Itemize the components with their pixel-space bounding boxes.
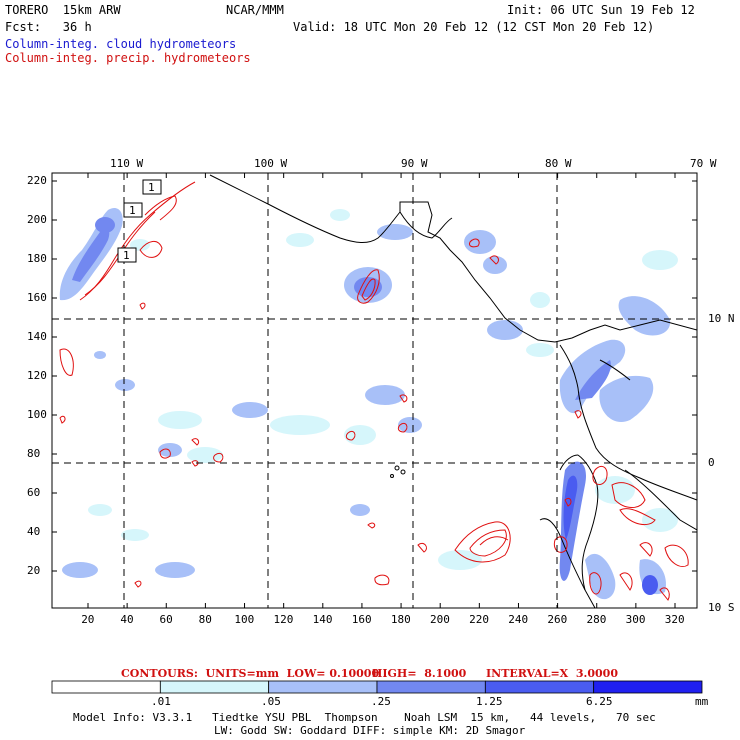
y-tick-label: 180 <box>27 252 47 265</box>
x-tick-label: 280 <box>586 613 607 626</box>
colorbar-label: 6.25 <box>586 695 613 708</box>
lat-label: 10 N <box>708 312 735 325</box>
colorbar-bin <box>268 680 378 694</box>
forecast-hour: Fcst: 36 h <box>5 20 92 34</box>
colorbar-bin <box>593 680 703 694</box>
colorbar-label: .01 <box>151 695 171 708</box>
y-tick-label: 60 <box>27 486 41 499</box>
grid-lines <box>52 173 697 608</box>
x-tick-label: 180 <box>390 613 411 626</box>
lon-label: 100 W <box>254 157 288 170</box>
contour-label: 1 <box>148 181 155 194</box>
y-tick-label: 160 <box>27 291 47 304</box>
contour-label: 1 <box>129 204 136 217</box>
colorbar-label: 1.25 <box>476 695 503 708</box>
colorbar-bin <box>159 680 270 694</box>
lon-label: 70 W <box>690 157 717 170</box>
x-tick-label: 260 <box>547 613 568 626</box>
x-tick-label: 120 <box>273 613 294 626</box>
colorbar-bin <box>51 680 161 694</box>
lon-label: 110 W <box>110 157 144 170</box>
contour-label: 1 <box>123 249 130 262</box>
x-tick-label: 200 <box>430 613 450 626</box>
colorbar-label: .25 <box>371 695 391 708</box>
x-tick-label: 40 <box>120 613 134 626</box>
y-tick-label: 80 <box>27 447 41 460</box>
contours-interval: INTERVAL=X 3.0000 <box>486 667 618 680</box>
org-label: NCAR/MMM <box>226 3 284 17</box>
coastlines <box>209 174 697 608</box>
x-tick-label: 240 <box>508 613 529 626</box>
contour-label-boxes <box>117 179 162 263</box>
x-tick-label: 300 <box>625 613 646 626</box>
init-time: Init: 06 UTC Sun 19 Feb 12 <box>507 3 695 17</box>
x-tick-label: 20 <box>81 613 95 626</box>
model-info: Model Info: V3.3.1 Tiedtke YSU PBL Thomp… <box>73 711 656 724</box>
colorbar-bin <box>376 680 486 694</box>
precip-contours <box>59 181 689 601</box>
y-tick-label: 140 <box>27 330 47 343</box>
y-tick-label: 120 <box>27 369 47 382</box>
lon-label: 80 W <box>545 157 572 170</box>
x-tick-label: 320 <box>664 613 685 626</box>
y-tick-label: 200 <box>27 213 47 226</box>
model-title: TORERO 15km ARW <box>5 3 121 17</box>
tick-marks <box>52 173 697 608</box>
y-tick-label: 220 <box>27 174 47 187</box>
map-frame <box>51 172 698 609</box>
y-tick-label: 40 <box>27 525 41 538</box>
y-tick-label: 20 <box>27 564 41 577</box>
contours-units: CONTOURS: UNITS=mm LOW= 0.10000 <box>121 667 380 680</box>
x-tick-label: 100 <box>234 613 255 626</box>
colorbar-bin <box>484 680 595 694</box>
colorbar-units: mm <box>695 695 709 708</box>
valid-time: Valid: 18 UTC Mon 20 Feb 12 (12 CST Mon … <box>293 20 655 34</box>
lat-label: 0 <box>708 456 715 469</box>
colorbar <box>51 680 703 694</box>
x-tick-label: 80 <box>198 613 212 626</box>
x-tick-label: 60 <box>159 613 173 626</box>
x-tick-label: 220 <box>469 613 489 626</box>
y-tick-label: 100 <box>27 408 47 421</box>
model-physics: LW: Godd SW: Goddard DIFF: simple KM: 2D… <box>214 724 526 737</box>
contours-high: HIGH= 8.1000 <box>372 667 467 680</box>
lat-label: 10 S <box>708 601 735 614</box>
colorbar-label: .05 <box>261 695 281 708</box>
lon-label: 90 W <box>401 157 428 170</box>
x-tick-label: 160 <box>351 613 372 626</box>
legend-cloud: Column-integ. cloud hydrometeors <box>5 37 237 51</box>
x-tick-label: 140 <box>312 613 333 626</box>
legend-precip: Column-integ. precip. hydrometeors <box>5 51 251 65</box>
